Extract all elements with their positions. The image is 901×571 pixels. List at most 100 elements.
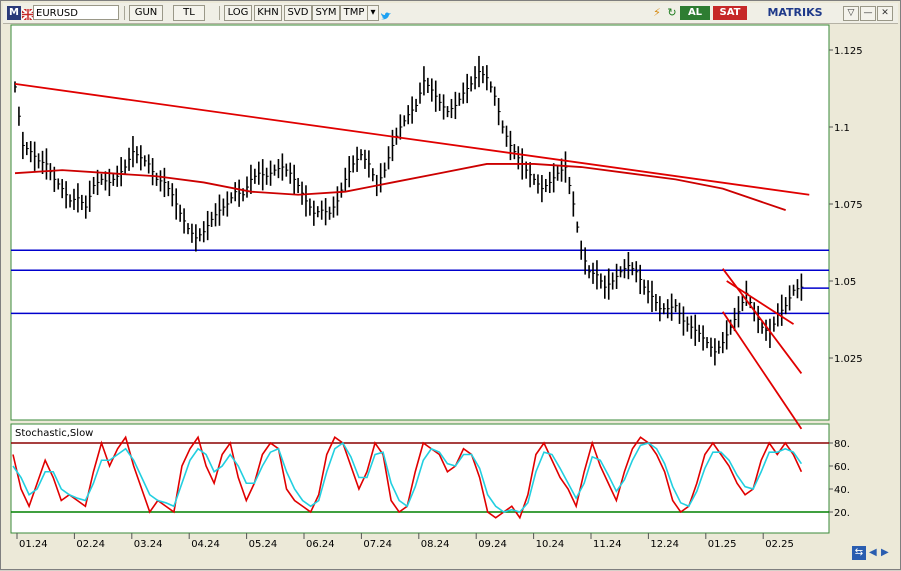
- y-tick-label: 1.05: [834, 277, 856, 288]
- refresh-icon[interactable]: ↻: [667, 6, 677, 19]
- price-bar: [348, 156, 352, 188]
- price-bar: [615, 263, 619, 289]
- price-bar: [419, 82, 422, 104]
- price-bar: [230, 192, 234, 204]
- stochastic-panel[interactable]: [10, 423, 830, 534]
- price-bar: [73, 188, 76, 210]
- price-bar: [364, 149, 367, 169]
- sym-button[interactable]: SYM: [312, 5, 340, 21]
- price-bar: [458, 92, 462, 106]
- toolbar: M EURUSD GUN TL LOG KHN SVD SYM TMP ▾ ⚡ …: [3, 3, 898, 24]
- scroll-right-icon[interactable]: ▶: [881, 547, 889, 558]
- close-icon[interactable]: ✕: [877, 6, 893, 21]
- price-bar: [690, 315, 694, 339]
- price-bar: [328, 206, 332, 220]
- price-bar: [584, 247, 588, 275]
- price-bar: [773, 316, 776, 332]
- price-bar: [564, 151, 568, 183]
- price-bar: [733, 307, 737, 332]
- price-bar: [124, 159, 128, 175]
- price-bar: [147, 154, 151, 174]
- price-bar: [143, 155, 147, 167]
- price-bar: [635, 261, 639, 283]
- price-bar: [529, 162, 533, 188]
- price-bar: [607, 268, 611, 300]
- price-bar: [116, 165, 120, 187]
- price-bar: [604, 275, 607, 299]
- toolbar-divider: [124, 6, 125, 20]
- price-bar: [132, 136, 135, 168]
- currency-button[interactable]: TL: [173, 5, 205, 21]
- price-bar: [222, 198, 226, 216]
- price-bar: [191, 223, 194, 243]
- symbol-input[interactable]: EURUSD: [33, 5, 119, 20]
- price-bar: [387, 146, 391, 170]
- x-tick-label: 09.24: [478, 539, 507, 550]
- period-button[interactable]: GUN: [129, 5, 163, 21]
- price-bar: [316, 206, 320, 218]
- price-bar: [706, 337, 710, 349]
- price-bar: [112, 172, 116, 186]
- price-bar: [199, 228, 202, 242]
- price-bar: [647, 280, 651, 304]
- price-bar: [336, 186, 340, 216]
- collapse-icon[interactable]: ▽: [843, 6, 859, 21]
- x-tick-label: 02.24: [76, 539, 105, 550]
- price-bar: [509, 130, 513, 161]
- price-bar: [379, 163, 383, 193]
- price-bar: [96, 169, 100, 196]
- x-tick-label: 01.25: [708, 539, 737, 550]
- svd-button[interactable]: SVD: [284, 5, 312, 21]
- price-bar: [77, 183, 80, 213]
- y-tick-label: 1.1: [834, 123, 850, 134]
- x-tick-label: 11.24: [593, 539, 622, 550]
- price-bar: [269, 160, 273, 186]
- price-bar: [678, 302, 682, 324]
- price-bar: [780, 294, 784, 326]
- y-tick-label: 1.125: [834, 46, 863, 57]
- price-bar: [670, 293, 674, 321]
- sell-button[interactable]: SAT: [713, 6, 747, 20]
- sync-icon[interactable]: ⇆: [852, 546, 866, 560]
- stochastic-y-tick-label: 60.: [834, 462, 850, 473]
- price-bar: [14, 81, 17, 93]
- price-bar: [340, 182, 344, 198]
- scroll-left-icon[interactable]: ◀: [869, 547, 877, 558]
- twitter-icon[interactable]: [380, 7, 392, 20]
- stochastic-y-tick-label: 80.: [834, 439, 850, 450]
- price-bar: [297, 177, 301, 194]
- price-bar: [430, 78, 434, 102]
- price-bar: [57, 178, 61, 190]
- buy-button[interactable]: AL: [680, 6, 710, 20]
- log-button[interactable]: LOG: [224, 5, 252, 21]
- price-bar: [427, 77, 430, 93]
- price-bar: [257, 161, 261, 185]
- price-bar: [399, 114, 403, 140]
- khn-button[interactable]: KHN: [254, 5, 282, 21]
- price-bar: [434, 80, 438, 112]
- price-bar: [69, 194, 73, 208]
- x-tick-label: 02.25: [765, 539, 794, 550]
- stochastic-y-tick-label: 40.: [834, 485, 850, 496]
- price-bar: [234, 182, 238, 202]
- price-bar: [438, 93, 442, 111]
- price-bar: [474, 66, 478, 90]
- price-bar: [195, 224, 198, 252]
- price-bar: [694, 314, 698, 346]
- x-tick-label: 04.24: [191, 539, 220, 550]
- price-bar: [792, 284, 796, 296]
- lightning-icon[interactable]: ⚡: [653, 6, 661, 19]
- price-bar: [187, 223, 191, 235]
- flag-icon: [21, 6, 35, 21]
- price-bar: [714, 338, 717, 366]
- price-bar: [175, 188, 179, 220]
- app-logo[interactable]: M: [7, 6, 21, 20]
- price-bar: [784, 297, 788, 315]
- tmp-button[interactable]: TMP: [340, 5, 368, 21]
- dropdown-arrow-icon[interactable]: ▾: [367, 5, 379, 21]
- minimize-icon[interactable]: —: [860, 6, 876, 21]
- indicator-title: Stochastic,Slow: [15, 428, 93, 439]
- price-bar: [214, 203, 218, 227]
- price-bar: [765, 319, 769, 341]
- price-bar: [619, 266, 623, 278]
